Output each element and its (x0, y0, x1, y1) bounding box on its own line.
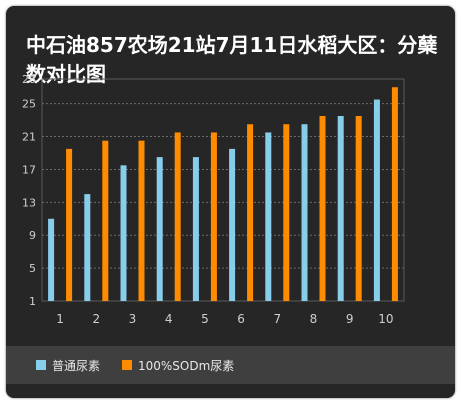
x-tick-label: 5 (201, 312, 209, 326)
x-tick-label: 10 (378, 312, 393, 326)
bar-series-2 (283, 124, 290, 301)
legend-label-series-2: 100%SODm尿素 (138, 358, 235, 373)
bar-series-2 (66, 148, 73, 301)
bar-series-2 (355, 116, 362, 301)
bar-series-2 (174, 132, 181, 301)
bar-series-2 (319, 116, 326, 301)
bar-series-1 (229, 148, 236, 301)
bar-series-1 (337, 116, 344, 301)
bar-series-2 (391, 87, 398, 301)
bar-series-2 (247, 124, 254, 301)
x-tick-label: 4 (165, 312, 173, 326)
x-tick-label: 6 (237, 312, 245, 326)
plot-area-border (41, 78, 405, 302)
bar-chart: 1 5 9 13 17 21 25 28 1 2 3 4 5 6 7 8 9 10 (22, 73, 405, 326)
chart-panel: 中石油857农场21站7月11日水稻大区：分蘖数对比图 1 5 9 13 17 21 25 2… (6, 6, 455, 398)
y-tick-label: 17 (22, 163, 36, 176)
legend-swatch-series-1 (36, 360, 46, 370)
x-tick-label: 7 (273, 312, 281, 326)
x-tick-label: 3 (129, 312, 137, 326)
legend-item-series-1[interactable]: 普通尿素 (36, 357, 100, 373)
y-tick-label: 13 (22, 196, 36, 209)
bar-series-1 (48, 218, 55, 301)
y-tick-label: 1 (29, 295, 36, 308)
legend-label-series-1: 普通尿素 (52, 358, 101, 373)
bar-series-2 (138, 140, 145, 301)
x-tick-label: 1 (56, 312, 64, 326)
y-tick-label: 9 (29, 229, 36, 242)
y-tick-label: 25 (22, 98, 36, 111)
bar-series-1 (120, 165, 127, 301)
legend-swatch-series-2 (122, 360, 132, 370)
legend-item-series-2[interactable]: 100%SODm尿素 (122, 357, 234, 373)
y-tick-label: 5 (29, 262, 36, 275)
bar-series-1 (301, 124, 308, 301)
bar-series-2 (102, 140, 109, 301)
x-tick-label: 2 (92, 312, 100, 326)
bar-series-1 (84, 194, 91, 301)
bar-series-1 (373, 99, 380, 301)
y-tick-label: 28 (22, 73, 36, 86)
bar-series-1 (156, 157, 163, 301)
bar-series-2 (210, 132, 217, 301)
y-tick-label: 21 (22, 131, 36, 144)
x-tick-label: 9 (346, 312, 354, 326)
bar-series-1 (192, 157, 199, 301)
chart-title: 中石油857农场21站7月11日水稻大区：分蘖数对比图 (26, 33, 438, 86)
x-tick-label: 8 (310, 312, 318, 326)
legend: 普通尿素 100%SODm尿素 (6, 346, 455, 384)
bar-series-1 (265, 132, 272, 301)
